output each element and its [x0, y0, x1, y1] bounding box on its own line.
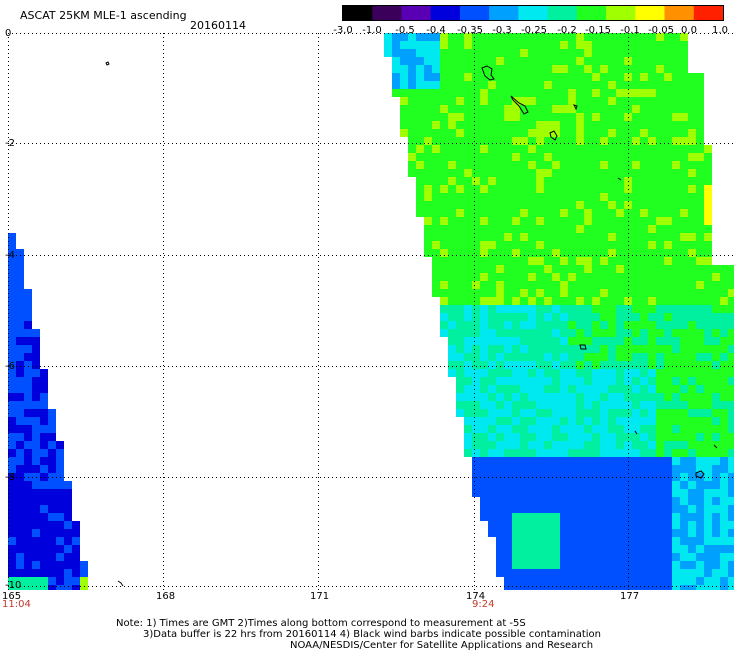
coastline-outline [573, 104, 578, 111]
colorbar-label: -1.0 [362, 25, 382, 36]
colorbar-label: -0.2 [557, 25, 577, 36]
colorbar-label: 1.0 [712, 25, 728, 36]
colorbar-swatch [664, 6, 695, 20]
swath-layer [8, 33, 734, 590]
coastline-outline [617, 177, 622, 181]
colorbar-label: -0.3 [492, 25, 512, 36]
coastline-outline [579, 344, 587, 350]
colorbar-swatch [576, 6, 607, 20]
colorbar-label: -3.0 [333, 25, 353, 36]
y-axis-tick-label: -4 [5, 250, 15, 261]
colorbar-swatch [547, 6, 578, 20]
footer-note-line1: Note: 1) Times are GMT 2)Times along bot… [116, 618, 526, 629]
colorbar-swatch [606, 6, 636, 20]
colorbar-labels: -3.0 -1.0 -0.5 -0.4 -0.35 -0.3 -0.25 -0.2 -0.15-… [330, 26, 740, 38]
y-axis-tick-label: -8 [5, 472, 15, 483]
colorbar-label: -0.25 [521, 25, 547, 36]
map-plot [8, 33, 734, 590]
colorbar-swatch [430, 6, 461, 20]
y-axis-tick-label: -2 [5, 138, 15, 149]
x-axis-tick-label: 177 [620, 591, 640, 602]
x-axis-tick-label: 168 [156, 591, 176, 602]
colorbar-label: 0.0 [681, 25, 697, 36]
coastline-outline [549, 130, 558, 141]
colorbar-swatch [343, 6, 373, 20]
grid-lines [8, 33, 734, 590]
x-axis-tick-label: 165 [2, 591, 22, 602]
x-axis-tick-label: 171 [310, 591, 330, 602]
coastline-outline [695, 470, 705, 479]
x-axis-tick-label: 174 [466, 591, 486, 602]
colorbar-label: -0.5 [395, 25, 415, 36]
colorbar-label: -0.1 [620, 25, 640, 36]
coastline-outline [105, 61, 110, 66]
colorbar-swatch [635, 6, 666, 20]
colorbar-label: -0.4 [426, 25, 446, 36]
coastline-outline [634, 430, 638, 435]
coastline-outline [510, 95, 529, 115]
colorbar-label: -0.15 [585, 25, 611, 36]
colorbar-swatch [518, 6, 549, 20]
y-axis-tick-label: -10 [5, 580, 22, 591]
footer-note-line2: 3)Data buffer is 22 hrs from 20160114 4)… [143, 629, 601, 640]
time-label-right: 9:24 [472, 599, 495, 610]
y-axis-tick-label: 0 [5, 28, 12, 39]
colorbar [342, 5, 724, 21]
time-label-left: 11:04 [2, 599, 31, 610]
coastline-outline [117, 580, 124, 587]
colorbar-label: -0.05 [648, 25, 674, 36]
coastline-outline [481, 65, 495, 81]
colorbar-swatch [489, 6, 519, 20]
footer-credit: NOAA/NESDIS/Center for Satellite Applica… [290, 640, 594, 651]
chart-date: 20160114 [190, 19, 246, 32]
colorbar-label: -0.35 [457, 25, 483, 36]
colorbar-swatch [459, 6, 490, 20]
colorbar-swatch [693, 6, 723, 20]
y-axis-tick-label: -6 [5, 361, 15, 372]
colorbar-swatch [401, 6, 432, 20]
coastline-outline [713, 444, 718, 449]
coastline-layer [105, 61, 718, 587]
colorbar-swatch [372, 6, 403, 20]
chart-title: ASCAT 25KM MLE-1 ascending [20, 9, 187, 22]
